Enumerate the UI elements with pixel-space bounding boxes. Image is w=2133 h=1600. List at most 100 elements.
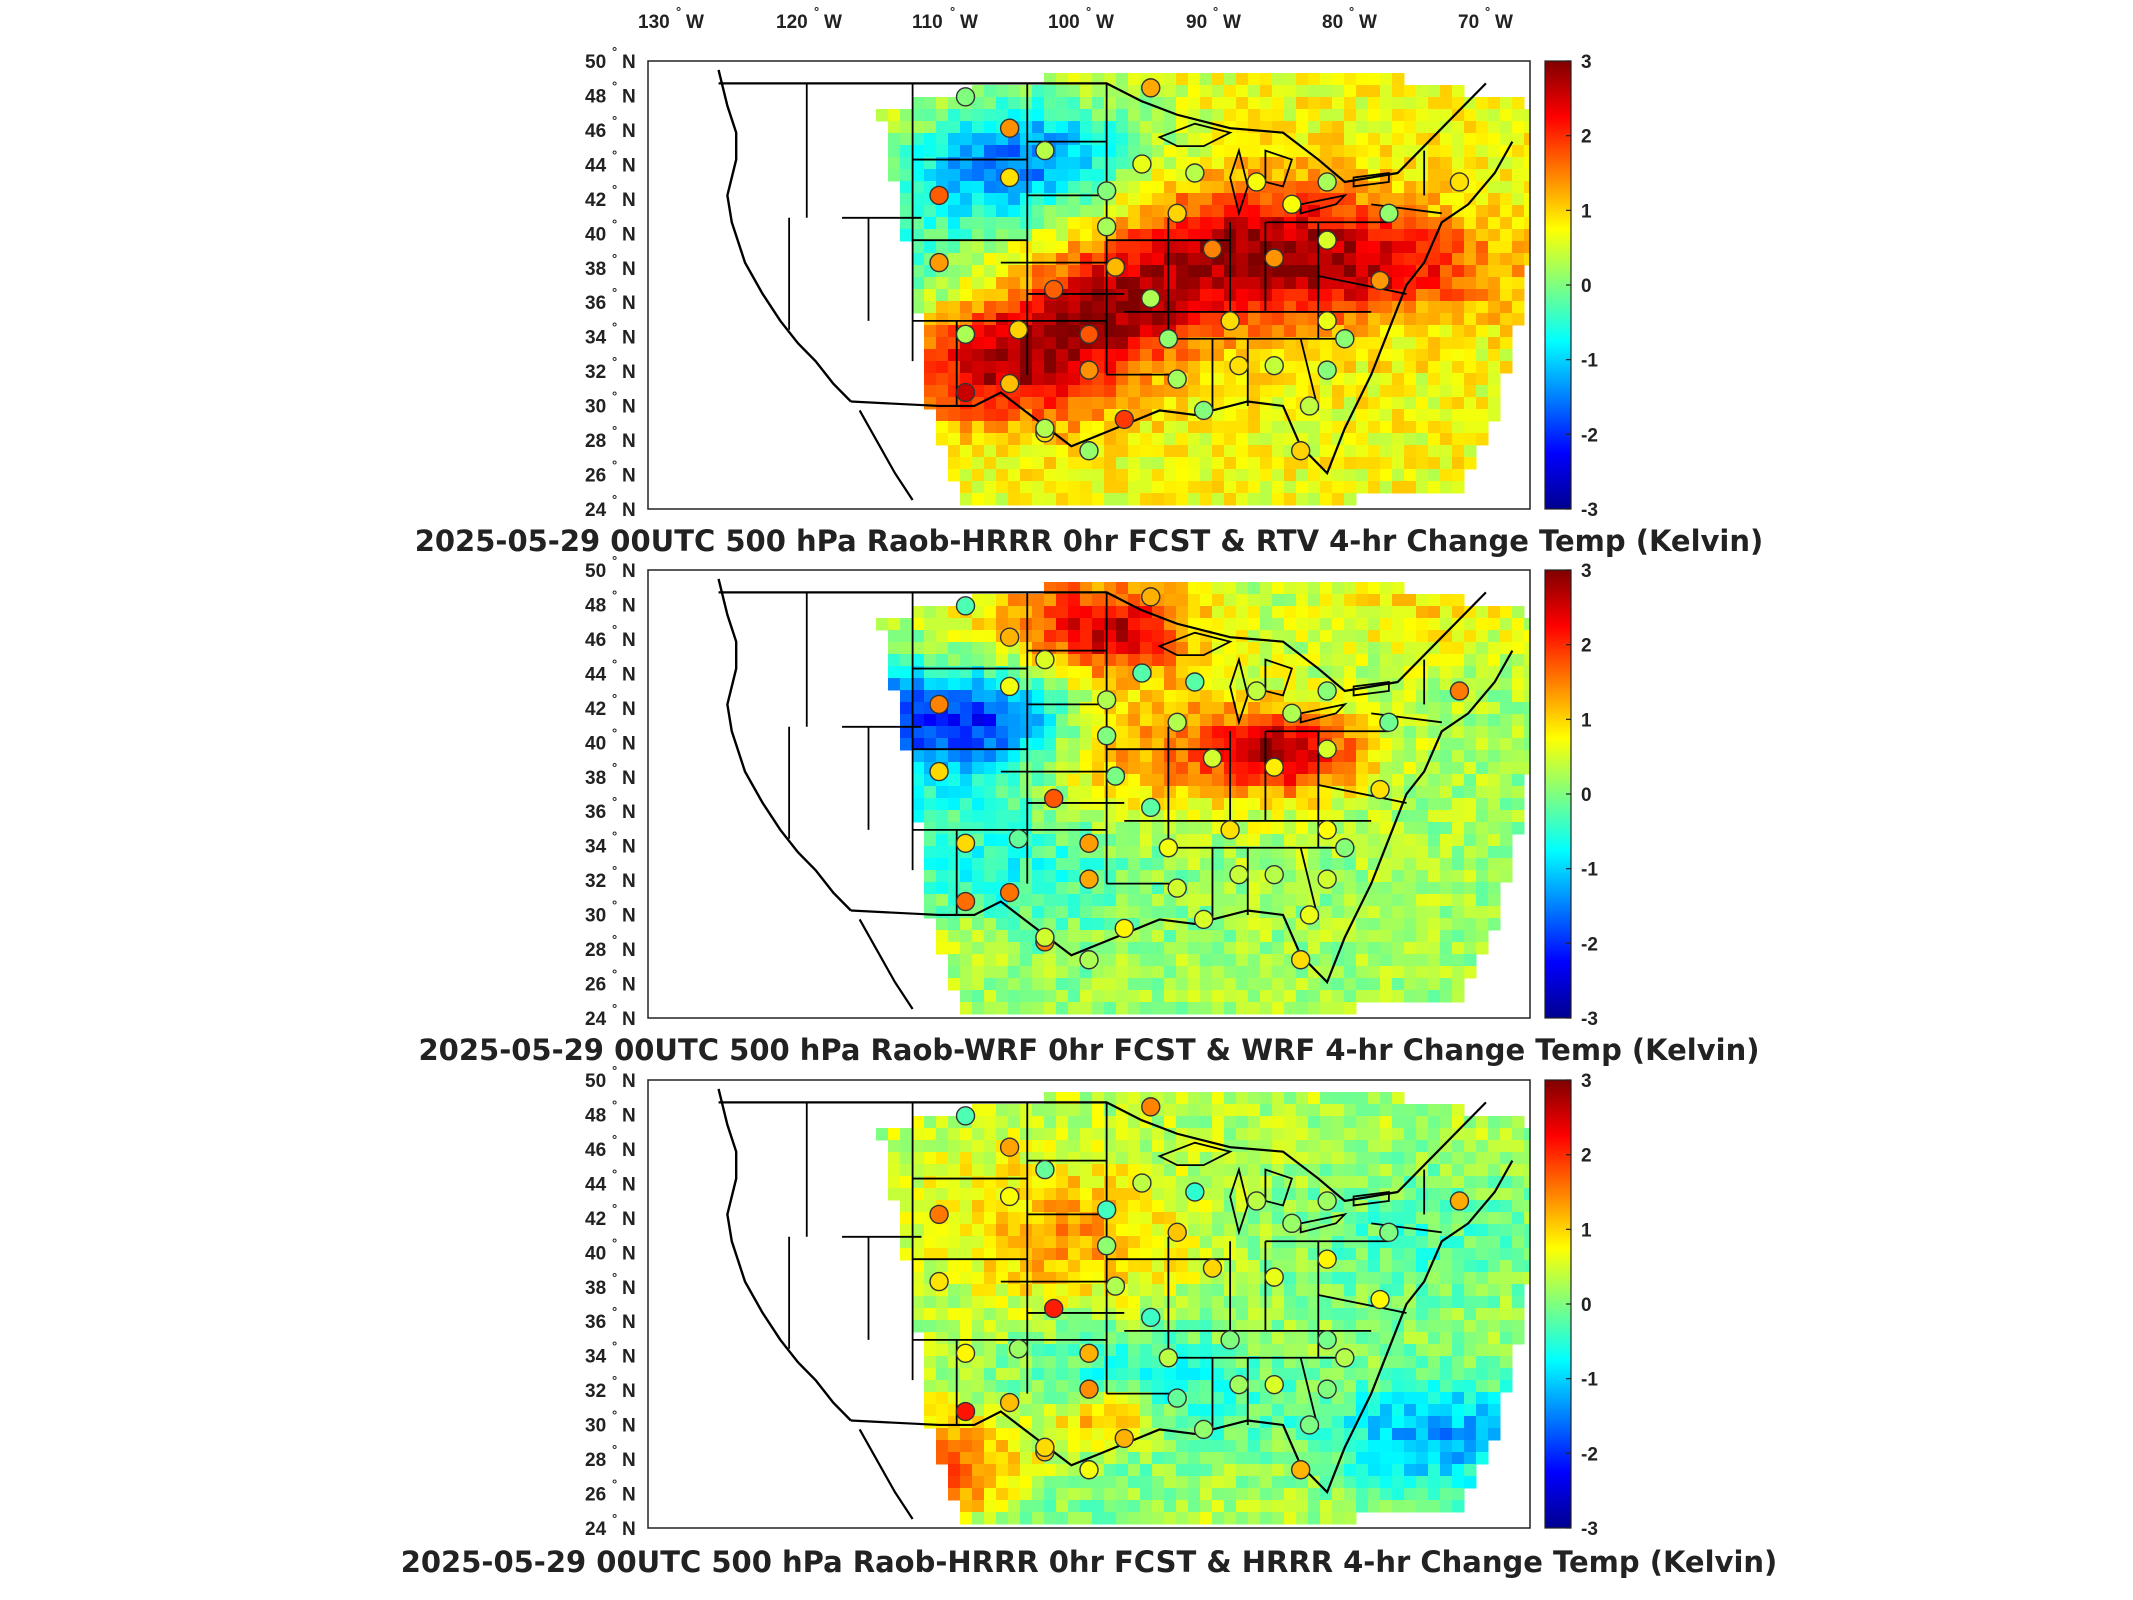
- field-cell: [1044, 373, 1057, 386]
- field-cell: [1476, 678, 1489, 691]
- field-cell: [960, 798, 973, 811]
- field-cell: [1416, 337, 1429, 350]
- field-cell: [1380, 930, 1393, 943]
- field-cell: [1008, 618, 1021, 631]
- field-cell: [1212, 397, 1225, 410]
- field-cell: [1320, 421, 1333, 434]
- station-marker: [1105, 257, 1126, 277]
- field-cell: [1452, 373, 1465, 386]
- field-cell: [1152, 253, 1165, 266]
- field-cell: [1164, 193, 1177, 206]
- field-cell: [1176, 409, 1189, 422]
- field-cell: [1272, 313, 1285, 326]
- field-cell: [1308, 265, 1321, 278]
- lat-hemisphere: N: [622, 871, 636, 892]
- field-cell: [1236, 109, 1249, 122]
- field-cell: [1056, 1332, 1069, 1345]
- field-cell: [996, 397, 1009, 410]
- field-cell: [1356, 1152, 1369, 1165]
- field-cell: [1080, 714, 1093, 727]
- field-cell: [1452, 834, 1465, 847]
- field-cell: [1212, 1002, 1225, 1015]
- field-cell: [1284, 726, 1297, 739]
- field-cell: [1128, 906, 1141, 919]
- field-cell: [1512, 97, 1525, 110]
- field-cell: [1476, 726, 1489, 739]
- field-cell: [1500, 1236, 1513, 1249]
- field-cell: [924, 1116, 937, 1129]
- field-cell: [1104, 433, 1117, 446]
- field-cell: [1044, 810, 1057, 823]
- field-cell: [1152, 265, 1165, 278]
- field-cell: [1452, 1284, 1465, 1297]
- field-cell: [1164, 738, 1177, 751]
- field-cell: [1488, 846, 1501, 859]
- field-cell: [1212, 1212, 1225, 1225]
- field-cell: [1248, 738, 1261, 751]
- field-cell: [1200, 1152, 1213, 1165]
- field-cell: [1224, 1104, 1237, 1117]
- field-cell: [1020, 642, 1033, 655]
- field-cell: [948, 714, 961, 727]
- field-cell: [1104, 373, 1117, 386]
- field-cell: [1344, 1260, 1357, 1273]
- field-cell: [1212, 1128, 1225, 1141]
- field-cell: [1092, 169, 1105, 182]
- field-cell: [1440, 978, 1453, 991]
- field-cell: [1428, 205, 1441, 218]
- field-cell: [1404, 594, 1417, 607]
- field-cell: [1368, 810, 1381, 823]
- field-cell: [1344, 1104, 1357, 1117]
- field-cell: [1332, 582, 1345, 595]
- field-cell: [1368, 325, 1381, 338]
- field-cell: [1464, 385, 1477, 398]
- lat-hemisphere: N: [622, 155, 636, 176]
- field-cell: [1500, 738, 1513, 751]
- latitude-axis-labels: 50°N48°N46°N44°N42°N40°N38°N36°N34°N32°N…: [585, 44, 636, 521]
- field-cell: [1044, 1320, 1057, 1333]
- field-cell: [1308, 594, 1321, 607]
- field-cell: [1260, 97, 1273, 110]
- field-cell: [1104, 409, 1117, 422]
- field-cell: [1368, 205, 1381, 218]
- field-cell: [1032, 834, 1045, 847]
- degree-sign: °: [612, 285, 617, 300]
- field-cell: [1176, 1284, 1189, 1297]
- field-cell: [1512, 301, 1525, 314]
- lat-value: 46: [585, 121, 606, 142]
- field-cell: [1308, 325, 1321, 338]
- field-cell: [1020, 954, 1033, 967]
- field-cell: [1452, 930, 1465, 943]
- field-cell: [1020, 229, 1033, 242]
- field-cell: [1368, 834, 1381, 847]
- field-cell: [1236, 1092, 1249, 1105]
- field-cell: [1512, 738, 1525, 751]
- degree-sign: °: [612, 216, 617, 231]
- field-cell: [1140, 349, 1153, 362]
- field-cell: [1284, 313, 1297, 326]
- field-cell: [1440, 930, 1453, 943]
- field-cell: [1020, 337, 1033, 350]
- field-cell: [1404, 217, 1417, 230]
- field-cell: [1476, 774, 1489, 787]
- field-cell: [1512, 289, 1525, 302]
- field-cell: [1392, 990, 1405, 1003]
- field-cell: [1092, 606, 1105, 619]
- field-cell: [1380, 702, 1393, 715]
- field-cell: [1488, 1272, 1501, 1285]
- colorbar-tick-label: 3: [1581, 52, 1592, 73]
- lat-value: 42: [585, 190, 606, 211]
- field-cell: [1044, 594, 1057, 607]
- field-cell: [1248, 642, 1261, 655]
- field-cell: [1380, 954, 1393, 967]
- field-cell: [1200, 1104, 1213, 1117]
- field-cell: [1452, 882, 1465, 895]
- field-cell: [1332, 810, 1345, 823]
- field-cell: [1428, 1140, 1441, 1153]
- field-cell: [1236, 325, 1249, 338]
- field-cell: [1200, 870, 1213, 883]
- field-cell: [1416, 894, 1429, 907]
- field-cell: [1152, 738, 1165, 751]
- field-cell: [1248, 289, 1261, 302]
